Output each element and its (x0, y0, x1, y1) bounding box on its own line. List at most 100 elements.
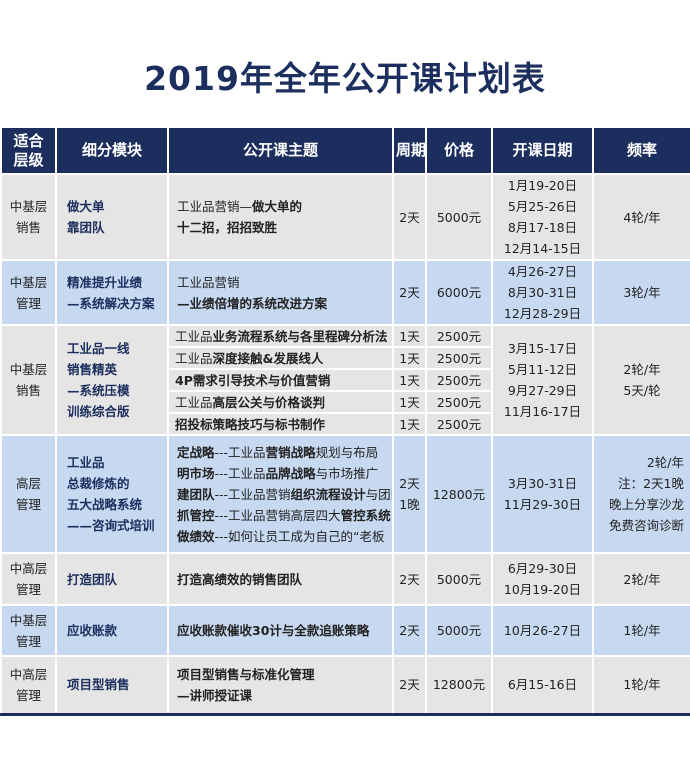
module-text: 工业品一线 (67, 341, 130, 356)
level-text: 管理 (15, 687, 41, 703)
level-cell: 中基层 管理 (0, 604, 57, 657)
level-cell: 中高层 管理 (0, 655, 57, 715)
theme-segment: 十二招，招招致胜 (177, 220, 278, 235)
theme-line: 明市场---工业品品牌战略与市场推广 (177, 463, 388, 484)
level-text: 中基层 (9, 362, 48, 377)
date-text: 3月15-17日 (507, 341, 578, 356)
theme-segment: 品牌战略 (265, 465, 316, 481)
module-text: 打造团队 (67, 571, 118, 587)
theme-line: 打造高绩效的销售团队 (177, 569, 388, 590)
header-text: 开课日期 (512, 141, 573, 159)
theme-segment: 做大单的 (252, 199, 303, 214)
freq-text: 免费咨询诊断 (608, 518, 684, 533)
freq-cell: 1轮/年 (592, 604, 690, 657)
theme-line: 工业品营销 (177, 272, 388, 293)
session-price: 2500元 (425, 346, 493, 370)
session-theme: 4P需求引导技术与价值营销 (167, 368, 394, 392)
session-row: 4P需求引导技术与价值营销 1天 2500元 (1, 368, 690, 392)
theme-segment: 4P需求引导技术与价值营销 (175, 372, 331, 388)
duration-text: 1天 (399, 372, 420, 388)
table-row: 中基层 销售 工业品一线 销售精英 —系统压模 训练综合版 工业品业务流程系统与各里程碑分析… (0, 324, 690, 436)
freq-text: 2轮/年 (623, 362, 661, 377)
theme-segment: 管控系统 (340, 507, 391, 523)
theme-segment: 与市场推广 (315, 465, 379, 481)
theme-line: 定战略---工业品营销战略规划与布局 (177, 442, 388, 463)
theme-segment: 工业品 (175, 394, 213, 410)
theme-segment: 与团队管控 (365, 486, 391, 502)
theme-cell: 项目型销售与标准化管理 —讲师授证课 (167, 655, 394, 715)
date-text: 9月27-29日 (507, 383, 578, 398)
date-text: 11月16-17日 (503, 404, 582, 419)
module-text: 训练综合版 (67, 404, 130, 419)
theme-line: 做绩效---如何让员工成为自己的“老板 (177, 526, 388, 547)
session-price: 2500元 (425, 324, 493, 348)
theme-cell: 工业品营销 —业绩倍增的系统改进方案 (167, 259, 394, 326)
header-cell: 周期 (392, 126, 427, 175)
freq-text: 1轮/年 (623, 623, 661, 638)
theme-cell: 定战略---工业品营销战略规划与布局 明市场---工业品品牌战略与市场推广建团队 -… (167, 434, 394, 554)
price-text: 6000元 (436, 285, 482, 300)
duration-text: 2天 (399, 623, 420, 638)
schedule-table: 适合层级 细分模块 公开课主题 周期 价格 开课日期 频率 中基层 销售 做大单 靠团队 工业品营销… (0, 126, 690, 716)
table-row: 中基层 管理 应收账款 应收账款催收30计与全款追账策略 2天 5000元 10月26-27… (0, 604, 690, 657)
module-cell: 项目型销售 (55, 655, 169, 715)
session-duration: 1天 (392, 324, 427, 348)
duration-text: 1天 (399, 328, 420, 344)
module-text: ——咨询式培训 (67, 518, 155, 533)
table-row: 中高层 管理 打造团队 打造高绩效的销售团队 2天 5000元 6月29-30日 10月19-… (0, 552, 690, 606)
date-text: 4月26-27日 (507, 264, 578, 279)
module-text: 做大单 (67, 199, 105, 214)
price-cell: 6000元 (425, 259, 493, 326)
module-cell: 精准提升业绩 —系统解决方案 (55, 259, 169, 326)
dates-cell: 1月19-20日 5月25-26日 8月17-18日 12月14-15日 (491, 173, 594, 261)
module-text: 靠团队 (67, 220, 105, 235)
theme-segment: 工业品营销 (177, 274, 240, 290)
freq-text: 1轮/年 (623, 677, 661, 693)
session-price: 2500元 (425, 368, 493, 392)
duration-cell: 2天 (392, 259, 427, 326)
theme-segment: ---工业品 (214, 444, 266, 460)
header-cell: 价格 (425, 126, 493, 175)
theme-segment: —讲师授证课 (177, 687, 253, 703)
theme-segment: 建团队 (177, 486, 215, 502)
session-duration: 1天 (392, 390, 427, 414)
price-text: 2500元 (436, 372, 482, 388)
theme-segment: 项目型销售与标准化管理 (177, 666, 315, 682)
theme-segment: 业务流程系统与各里程碑分析法 (212, 328, 388, 344)
session-theme: 工业品深度接触&发展线人 (167, 346, 394, 370)
dates-cell: 3月15-17日 5月11-12日 9月27-29日 11月16-17日 (491, 324, 594, 436)
header-row: 适合层级 细分模块 公开课主题 周期 价格 开课日期 频率 (0, 126, 690, 175)
theme-cell: 工业品营销—做大单的 十二招，招招致胜 (167, 173, 394, 261)
level-text: 销售 (15, 383, 41, 398)
freq-cell: 3轮/年 (592, 259, 690, 326)
level-text: 中高层 (9, 561, 48, 576)
theme-line: 项目型销售与标准化管理 (177, 664, 388, 685)
theme-segment: 招投标策略技巧与标书制作 (175, 416, 326, 432)
session-row: 招投标策略技巧与标书制作 1天 2500元 (1, 412, 690, 436)
duration-text: 1天 (399, 394, 420, 410)
header-text: 公开课主题 (242, 141, 318, 159)
theme-segment: 营销战略 (265, 444, 316, 460)
price-text: 12800元 (432, 677, 486, 693)
table-row: 中基层 管理 精准提升业绩 —系统解决方案 工业品营销 —业绩倍增的系统改进方案 2天 60… (0, 259, 690, 326)
level-text: 管理 (15, 497, 41, 512)
dates-cell: 3月30-31日 11月29-30日 (491, 434, 594, 554)
theme-segment: 抓管控 (177, 507, 215, 523)
theme-segment: 明市场 (177, 465, 215, 481)
session-row: 工业品高层公关与价格谈判 1天 2500元 (1, 390, 690, 414)
duration-cell: 2天 (392, 655, 427, 715)
theme-segment: —业绩倍增的系统改进方案 (177, 295, 328, 311)
price-text: 5000元 (436, 209, 482, 225)
freq-text: 2轮/年 (623, 571, 661, 587)
session-duration: 1天 (392, 346, 427, 370)
header-text: 周期 (396, 141, 426, 159)
session-duration: 1天 (392, 368, 427, 392)
header-text: 适合层级 (13, 131, 44, 169)
header-cell: 细分模块 (55, 126, 169, 175)
level-text: 高层 (15, 476, 41, 491)
session-price: 2500元 (425, 412, 493, 436)
duration-cell: 2天 (392, 552, 427, 606)
duration-cell: 2天 (392, 173, 427, 261)
price-text: 5000元 (436, 623, 482, 638)
freq-text: 注：2天1晚 (618, 476, 684, 491)
